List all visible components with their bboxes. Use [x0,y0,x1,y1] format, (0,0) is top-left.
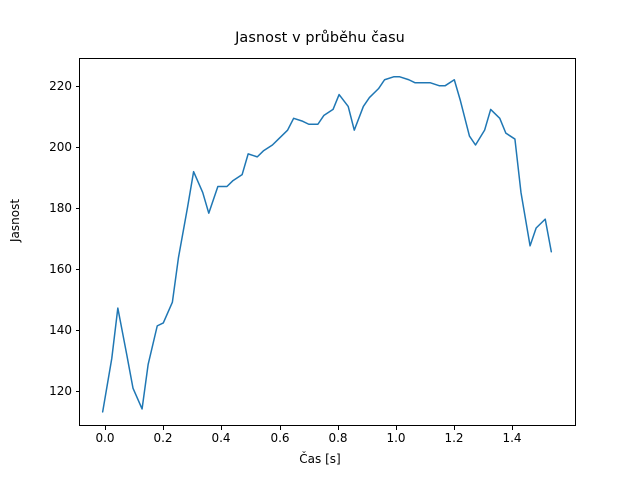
x-tick-label-0.8: 0.8 [328,431,348,445]
plot-area [79,58,576,426]
y-axis-label: Jasnost [8,198,22,242]
chart-title: Jasnost v průběhu času [235,30,405,46]
data-line-svg [101,76,553,413]
x-tick-label-0.4: 0.4 [211,431,231,445]
y-tick-label-140: 140 [49,322,72,337]
x-tick-mark [104,426,106,430]
y-tick-label-220: 220 [49,78,72,93]
x-axis-label: Čas [s] [299,452,341,466]
x-tick-label-0.0: 0.0 [95,431,115,445]
x-tick-mark [279,426,281,430]
x-tick-label-1.0: 1.0 [386,431,406,445]
x-tick-mark [511,426,513,430]
y-tick-label-120: 120 [49,383,72,398]
x-tick-mark [337,426,339,430]
y-tick-mark [75,146,79,148]
y-tick-mark [75,85,79,87]
x-tick-label-1.2: 1.2 [444,431,464,445]
x-tick-mark [453,426,455,430]
y-tick-label-180: 180 [49,200,72,215]
y-tick-label-160: 160 [49,261,72,276]
y-tick-mark [75,207,79,209]
y-tick-mark [75,329,79,331]
x-tick-label-0.2: 0.2 [153,431,173,445]
x-tick-mark [220,426,222,430]
y-tick-mark [75,390,79,392]
y-tick-mark [75,268,79,270]
x-tick-mark [162,426,164,430]
brightness-line [101,76,553,413]
x-tick-label-1.4: 1.4 [502,431,522,445]
x-tick-mark [395,426,397,430]
y-tick-label-200: 200 [49,139,72,154]
x-tick-label-0.6: 0.6 [270,431,290,445]
